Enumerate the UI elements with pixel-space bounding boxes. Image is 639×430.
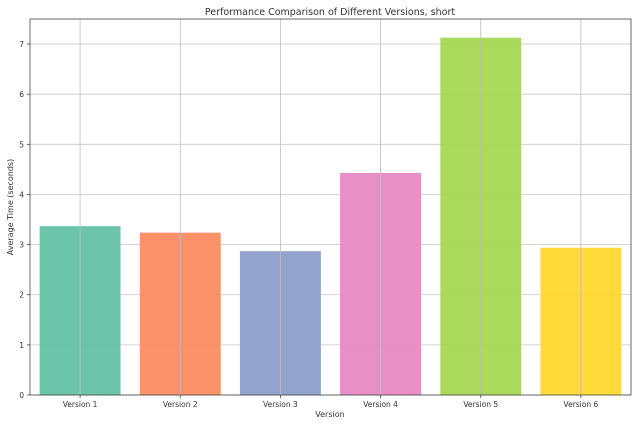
y-tick-label: 4 — [19, 190, 24, 199]
y-tick-label: 7 — [19, 40, 24, 49]
x-axis-label: Version — [315, 410, 344, 419]
x-tick-label: Version 4 — [363, 400, 398, 409]
y-tick-label: 3 — [19, 241, 24, 250]
x-tick-label: Version 5 — [463, 400, 498, 409]
chart-title: Performance Comparison of Different Vers… — [205, 7, 456, 18]
x-tick-label: Version 1 — [63, 400, 98, 409]
y-tick-label: 5 — [19, 140, 24, 149]
y-tick-label: 6 — [19, 90, 24, 99]
x-tick-label: Version 2 — [163, 400, 198, 409]
x-tick-label: Version 6 — [564, 400, 599, 409]
y-tick-label: 2 — [19, 291, 24, 300]
y-axis-label: Average Time (seconds) — [6, 159, 15, 255]
y-tick-label: 0 — [19, 391, 24, 400]
y-tick-label: 1 — [19, 341, 24, 350]
plot-frame — [29, 18, 632, 396]
x-tick-label: Version 3 — [263, 400, 298, 409]
